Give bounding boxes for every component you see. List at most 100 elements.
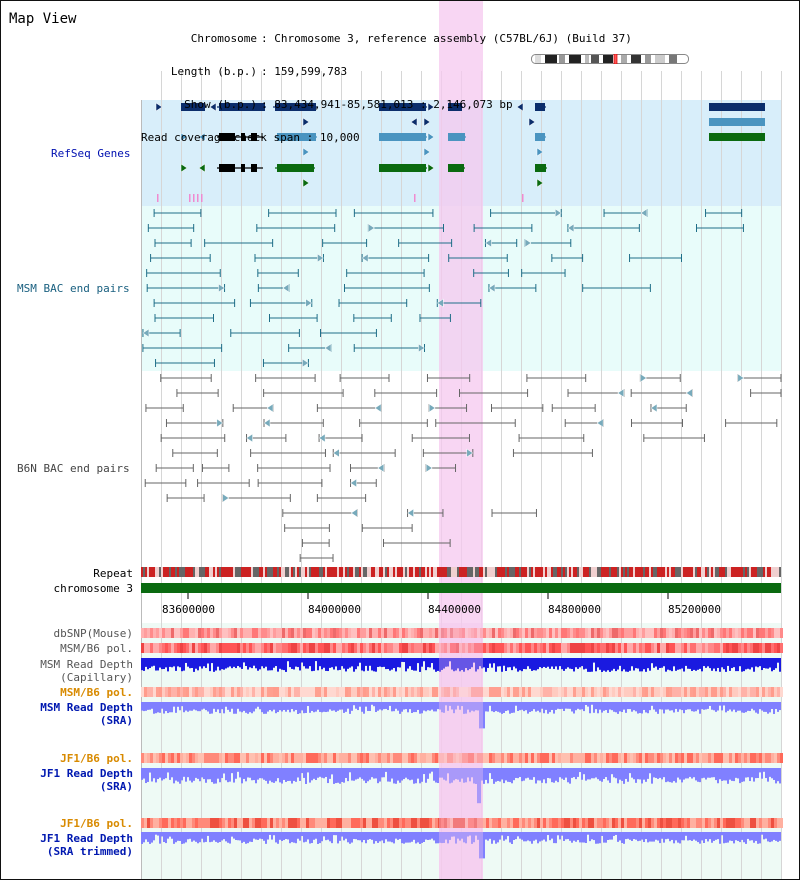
- repeat-element: [287, 567, 289, 577]
- jf1-depth-trim-bar: [385, 832, 387, 840]
- track-label-jf1-b6-pol-2[interactable]: JF1/B6 pol.: [60, 817, 133, 830]
- jf1-pol2-cell: [441, 818, 444, 828]
- dbsnp-cell: [402, 628, 405, 638]
- jf1-depth-trim-bar: [535, 832, 537, 840]
- msm-depth-cap-bar: [395, 658, 397, 672]
- msm-pol-cell: [162, 643, 165, 653]
- jf1-depth-sra-bar: [177, 768, 179, 782]
- track-label-jf1-read-trim[interactable]: JF1 Read Depth (SRA trimmed): [40, 832, 133, 858]
- msm-pol-cell: [183, 643, 186, 653]
- msm-pol-cell: [642, 643, 645, 653]
- msm-depth-sra-bar: [263, 702, 265, 714]
- jf1-depth-sra-bar: [215, 768, 217, 784]
- msm-pol2-cell: [696, 687, 699, 697]
- jf1-pol2-cell: [672, 818, 675, 828]
- jf1-pol2-cell: [636, 818, 639, 828]
- bac-end-arrow: [142, 328, 150, 338]
- msm-depth-cap-bar: [151, 658, 153, 667]
- msm-depth-cap-bar: [567, 658, 569, 668]
- msm-depth-cap-bar: [383, 658, 385, 667]
- msm-depth-cap-bar: [363, 658, 365, 672]
- repeat-element: [595, 567, 597, 577]
- repeat-element: [741, 567, 743, 577]
- jf1-pol2-cell: [405, 818, 408, 828]
- msm-depth-cap-bar: [467, 658, 469, 671]
- repeat-element: [735, 567, 737, 577]
- jf1-pol2-cell: [534, 818, 537, 828]
- dbsnp-cell: [324, 628, 327, 638]
- dbsnp-cell: [768, 628, 771, 638]
- msm-pol2-cell: [270, 687, 273, 697]
- track-label-dbsnp[interactable]: dbSNP(Mouse): [53, 627, 133, 640]
- jf1-depth-sra-bar: [373, 768, 375, 779]
- msm-pol-cell: [177, 643, 180, 653]
- jf1-pol-cell: [498, 753, 501, 763]
- track-label-chromosome[interactable]: chromosome 3: [53, 582, 133, 595]
- msm-depth-sra-bar: [721, 702, 723, 711]
- jf1-pol2-cell: [489, 818, 492, 828]
- msm-depth-sra-bar: [237, 702, 239, 709]
- jf1-depth-sra-bar: [157, 768, 159, 780]
- track-label-jf1-read-sra[interactable]: JF1 Read Depth (SRA): [40, 767, 133, 793]
- msm-depth-sra-bar: [443, 702, 445, 713]
- track-label-msm-read-sra[interactable]: MSM Read Depth (SRA): [40, 701, 133, 727]
- dbsnp-cell: [261, 628, 264, 638]
- jf1-depth-sra-bar: [241, 768, 243, 784]
- msm-depth-sra-bar: [209, 702, 211, 714]
- jf1-depth-trim-bar: [257, 832, 259, 840]
- msm-pol2-cell: [429, 687, 432, 697]
- track-label-msm-bac[interactable]: MSM BAC end pairs: [17, 282, 130, 295]
- msm-depth-sra-bar: [353, 702, 355, 706]
- msm-depth-cap-bar: [379, 658, 381, 667]
- track-label-msm-read-cap[interactable]: MSM Read Depth (Capillary): [40, 658, 133, 684]
- msm-pol-cell: [432, 643, 435, 653]
- dbsnp-cell: [750, 628, 753, 638]
- msm-depth-sra-bar: [521, 702, 523, 710]
- msm-pol2-cell: [333, 687, 336, 697]
- msm-pol2-cell: [651, 687, 654, 697]
- chromosome-ideogram[interactable]: [531, 54, 689, 64]
- jf1-pol2-cell: [474, 818, 477, 828]
- msm-pol2-cell: [627, 687, 630, 697]
- msm-pol2-cell: [699, 687, 702, 697]
- msm-pol2-cell: [351, 687, 354, 697]
- repeat-element: [303, 567, 305, 577]
- msm-depth-cap-bar: [421, 658, 423, 667]
- msm-depth-sra-bar: [461, 702, 463, 707]
- repeat-element: [653, 567, 655, 577]
- msm-depth-sra-bar: [375, 702, 377, 713]
- jf1-pol2-cell: [516, 818, 519, 828]
- jf1-depth-sra-bar: [491, 768, 493, 779]
- msm-depth-sra-bar: [167, 702, 169, 714]
- track-label-refseq[interactable]: RefSeq Genes: [51, 147, 131, 160]
- msm-depth-sra-bar: [393, 702, 395, 712]
- msm-depth-cap-bar: [159, 658, 161, 668]
- jf1-depth-trim-bar: [641, 832, 643, 840]
- msm-depth-cap-bar: [233, 658, 235, 667]
- jf1-depth-sra-bar: [231, 768, 233, 774]
- msm-depth-sra-bar: [253, 702, 255, 712]
- jf1-depth-trim-bar: [399, 832, 401, 839]
- msm-pol2-cell: [402, 687, 405, 697]
- track-label-jf1-b6-pol-1[interactable]: JF1/B6 pol.: [60, 752, 133, 765]
- track-label-msm-b6-pol-2[interactable]: MSM/B6 pol.: [60, 686, 133, 699]
- track-label-b6n-bac[interactable]: B6N BAC end pairs: [17, 462, 130, 475]
- jf1-depth-sra-bar: [773, 768, 775, 780]
- repeat-element: [379, 567, 381, 577]
- msm-depth-cap-bar: [627, 658, 629, 672]
- repeat-element: [683, 567, 685, 577]
- msm-pol2-cell: [348, 687, 351, 697]
- bac-end-arrow: [374, 403, 382, 413]
- msm-depth-cap-bar: [413, 658, 415, 671]
- repeat-element: [777, 567, 779, 577]
- track-label-msm-b6-pol-1[interactable]: MSM/B6 pol.: [60, 642, 133, 655]
- jf1-depth-sra-bar: [291, 768, 293, 784]
- dbsnp-cell: [723, 628, 726, 638]
- repeat-element: [649, 567, 651, 577]
- jf1-depth-sra-bar: [257, 768, 259, 780]
- jf1-pol2-cell: [255, 818, 258, 828]
- track-label-repeat[interactable]: Repeat: [93, 567, 133, 580]
- jf1-depth-trim-bar: [349, 832, 351, 844]
- jf1-pol-cell: [510, 753, 513, 763]
